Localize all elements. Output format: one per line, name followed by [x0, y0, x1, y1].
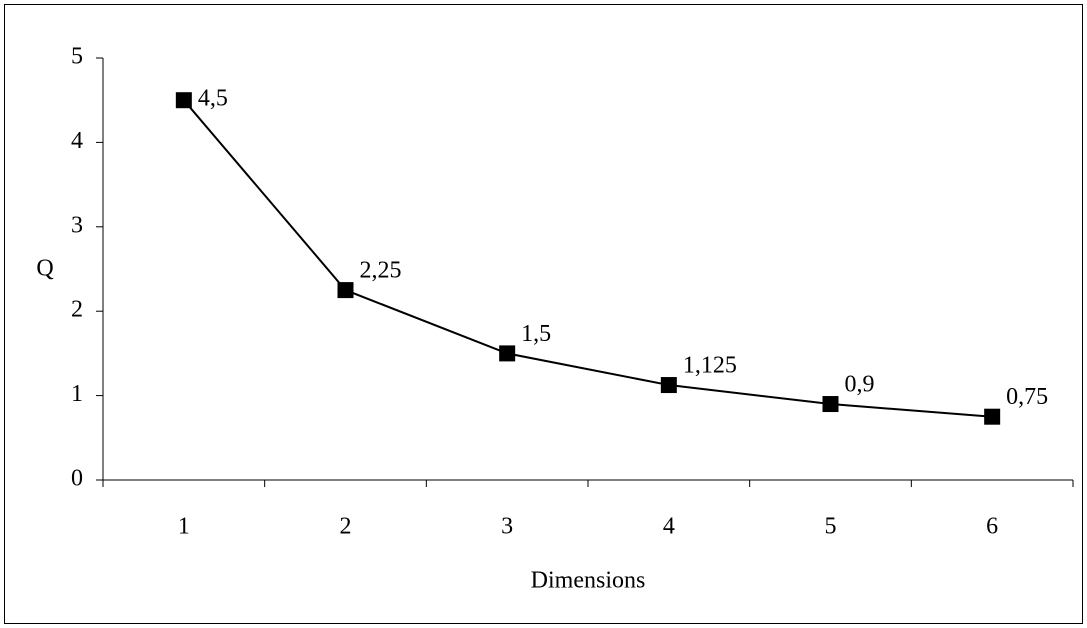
x-tick-label: 2: [340, 514, 352, 540]
x-tick-label: 3: [501, 514, 513, 540]
x-axis-label: Dimensions: [531, 568, 646, 594]
y-tick-label: 4: [71, 128, 83, 154]
chart-frame: [4, 4, 1083, 624]
x-tick-label: 6: [986, 514, 998, 540]
y-tick-label: 5: [71, 44, 83, 70]
marker: [984, 408, 1001, 425]
x-tick-label: 1: [178, 514, 190, 540]
value-label: 0,75: [1006, 384, 1048, 410]
y-tick-label: 2: [71, 297, 83, 323]
y-tick-label: 1: [71, 381, 83, 407]
marker: [175, 92, 192, 109]
value-label: 1,125: [683, 353, 737, 379]
y-tick-label: 0: [71, 466, 83, 492]
y-axis-label: Q: [36, 256, 53, 282]
value-label: 2,25: [360, 258, 402, 284]
marker: [499, 345, 516, 362]
value-label: 4,5: [198, 86, 228, 112]
y-tick-label: 3: [71, 212, 83, 238]
value-label: 1,5: [521, 321, 551, 347]
x-tick-label: 5: [825, 514, 837, 540]
series-line: [183, 99, 993, 418]
marker: [337, 282, 354, 299]
x-tick-label: 4: [663, 514, 675, 540]
marker: [822, 396, 839, 413]
marker: [660, 377, 677, 394]
value-label: 0,9: [845, 372, 875, 398]
